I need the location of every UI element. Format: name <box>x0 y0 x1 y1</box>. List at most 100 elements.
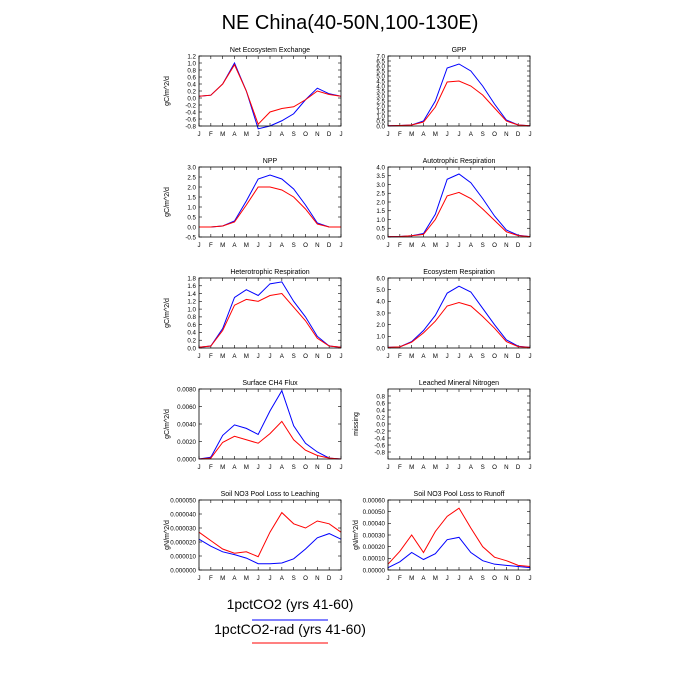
x-tick-label: M <box>433 353 438 360</box>
y-tick-label: 1.2 <box>187 299 196 306</box>
x-tick-label: J <box>339 131 342 138</box>
x-tick-label: J <box>386 242 389 249</box>
x-tick-label: J <box>528 575 531 582</box>
x-tick-label: J <box>457 131 460 138</box>
x-tick-label: J <box>446 353 449 360</box>
legend-entry-label: 1pctCO2-rad (yrs 41-60) <box>214 621 366 637</box>
y-tick-label: -0.5 <box>185 234 196 241</box>
page-title: NE China(40-50N,100-130E) <box>222 12 479 34</box>
series-line <box>387 301 531 348</box>
x-tick-label: N <box>315 131 319 138</box>
x-tick-label: S <box>481 353 485 360</box>
x-tick-label: S <box>292 464 296 471</box>
x-tick-label: A <box>421 575 426 582</box>
x-tick-label: M <box>220 353 225 360</box>
x-tick-label: N <box>315 353 319 360</box>
x-tick-label: A <box>280 242 285 249</box>
x-tick-label: J <box>446 242 449 249</box>
plot-frame <box>387 499 531 571</box>
x-tick-label: F <box>209 353 213 360</box>
x-tick-label: D <box>327 242 332 249</box>
y-tick-label: 0.000020 <box>170 539 196 546</box>
x-tick-label: A <box>280 353 285 360</box>
chart-panel: Net Ecosystem ExchangegC/m^2/d-0.8-0.6-0… <box>164 47 343 138</box>
series-line <box>387 536 531 569</box>
y-tick-label: -0.4 <box>374 435 385 442</box>
y-tick-label: 5.0 <box>376 73 385 80</box>
x-tick-label: A <box>280 575 285 582</box>
y-tick-label: 1.2 <box>187 53 196 60</box>
x-tick-label: S <box>292 353 296 360</box>
x-tick-label: N <box>504 131 508 138</box>
x-tick-label: M <box>433 242 438 249</box>
plot-frame <box>387 388 531 460</box>
x-tick-label: F <box>209 575 213 582</box>
y-tick-label: 0.0 <box>187 224 196 231</box>
series-line <box>198 533 342 565</box>
y-tick-label: 6.0 <box>376 63 385 70</box>
x-tick-label: J <box>528 242 531 249</box>
y-axis-label: gC/m^2/d <box>164 409 171 439</box>
x-tick-label: F <box>398 242 402 249</box>
y-tick-label: 0.6 <box>187 74 196 81</box>
x-tick-label: M <box>433 464 438 471</box>
x-tick-label: O <box>492 575 497 582</box>
y-tick-label: 0.00060 <box>363 497 386 504</box>
y-tick-label: 1.4 <box>187 291 196 298</box>
x-tick-label: J <box>257 464 260 471</box>
y-tick-label: 0.0 <box>187 95 196 102</box>
y-axis-label: missing <box>353 412 360 436</box>
x-tick-label: M <box>409 464 414 471</box>
y-tick-label: 6.5 <box>376 58 385 65</box>
plot-frame <box>198 499 342 571</box>
y-tick-label: 0.0 <box>376 345 385 352</box>
chart-title: Soil NO3 Pool Loss to Leaching <box>221 491 320 498</box>
y-tick-label: 0.0060 <box>177 404 196 411</box>
panel-grid: Net Ecosystem ExchangegC/m^2/d-0.8-0.6-0… <box>164 47 532 582</box>
y-tick-label: 0.2 <box>187 88 196 95</box>
series-line <box>198 63 342 126</box>
x-tick-label: A <box>280 131 285 138</box>
x-tick-label: J <box>268 242 271 249</box>
x-tick-label: A <box>232 353 237 360</box>
x-tick-label: J <box>257 242 260 249</box>
y-tick-label: 0.000010 <box>170 553 196 560</box>
y-tick-label: 0.2 <box>187 338 196 345</box>
x-tick-label: J <box>446 464 449 471</box>
x-tick-label: J <box>257 575 260 582</box>
x-tick-label: S <box>292 242 296 249</box>
y-tick-label: 0.00000 <box>363 567 386 574</box>
x-tick-label: J <box>268 464 271 471</box>
x-tick-label: A <box>232 242 237 249</box>
x-tick-label: D <box>516 242 521 249</box>
chart-panel: Leached Mineral Nitrogenmissing-0.8-0.6-… <box>353 380 532 471</box>
y-tick-label: 0.000000 <box>170 567 196 574</box>
x-tick-label: F <box>398 353 402 360</box>
x-tick-label: A <box>421 464 426 471</box>
x-tick-label: O <box>303 575 308 582</box>
y-axis-label: gC/m^2/d <box>164 76 171 106</box>
chart-title: NPP <box>263 158 278 165</box>
y-tick-label: 3.5 <box>376 88 385 95</box>
x-tick-label: M <box>244 464 249 471</box>
y-tick-label: 3.0 <box>376 310 385 317</box>
series-line <box>198 420 342 460</box>
y-tick-label: -0.8 <box>374 449 385 456</box>
x-tick-label: O <box>492 353 497 360</box>
y-tick-label: 3.5 <box>376 173 385 180</box>
series-line <box>387 80 531 127</box>
x-tick-label: J <box>457 464 460 471</box>
y-tick-label: 3.0 <box>187 164 196 171</box>
y-tick-label: 0.0 <box>187 345 196 352</box>
chart-panel: Surface CH4 Flux gC/m^2/d 0.0000 0.0020 0.00… <box>164 380 343 471</box>
series-line <box>387 191 531 238</box>
y-tick-label: 7.0 <box>376 53 385 60</box>
chart-panel: GPP0.00.51.01.52.02.53.03.54.04.55.05.56… <box>376 47 531 138</box>
series-line <box>199 186 341 228</box>
y-tick-label: 4.0 <box>376 164 385 171</box>
y-tick-label: 0.00010 <box>363 556 386 563</box>
series-line <box>198 511 342 558</box>
x-tick-label: S <box>481 464 485 471</box>
x-tick-label: S <box>292 131 296 138</box>
y-tick-label: -0.8 <box>185 123 196 130</box>
